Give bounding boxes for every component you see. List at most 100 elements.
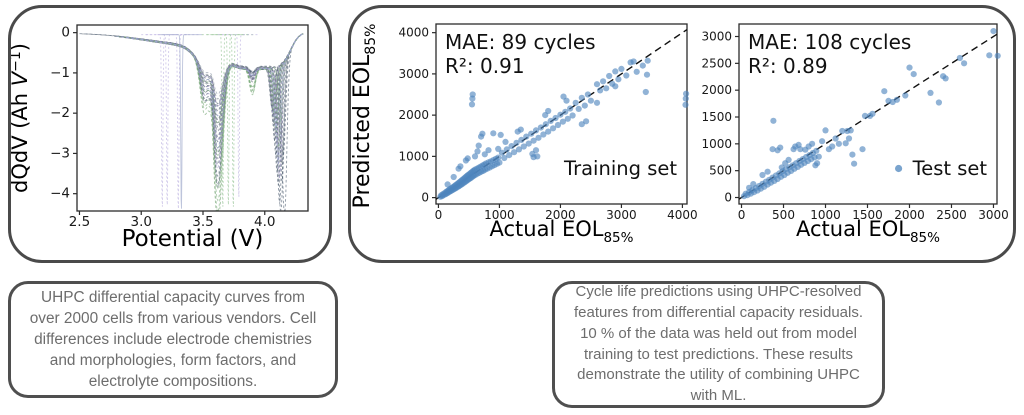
train-point xyxy=(532,127,540,134)
train-point xyxy=(562,108,569,115)
dqdv-curve xyxy=(127,33,304,144)
train-point xyxy=(468,101,476,108)
train-point xyxy=(615,76,622,83)
train-mae-annotation: MAE: 89 cycles xyxy=(445,30,596,54)
train-point xyxy=(564,115,571,122)
test-y-tick-label: 3000 xyxy=(701,30,732,44)
train-point xyxy=(490,130,497,137)
dqdv-curves xyxy=(79,33,304,212)
train-point xyxy=(450,173,457,181)
train-point xyxy=(497,131,504,138)
train-y-tick-label: 4000 xyxy=(398,26,429,40)
train-point xyxy=(644,57,651,64)
train-point xyxy=(593,99,601,106)
train-point xyxy=(587,97,594,104)
train-point xyxy=(572,99,579,106)
train-point xyxy=(603,85,610,92)
train-y-tick-label: 3000 xyxy=(398,67,429,81)
train-point xyxy=(495,154,502,161)
test-point xyxy=(819,138,826,145)
test-y-tick-label: 0 xyxy=(724,191,732,205)
dqdv-x-tick-label: 2.5 xyxy=(69,214,90,230)
test-point xyxy=(902,92,909,99)
train-x-tick-label: 0 xyxy=(435,208,443,222)
test-point xyxy=(832,135,839,142)
train-point xyxy=(583,118,590,125)
train-point xyxy=(618,65,625,72)
test-point xyxy=(835,140,842,147)
train-point xyxy=(597,87,604,94)
test-y-tick-label: 2000 xyxy=(701,83,732,97)
test-point xyxy=(814,160,821,167)
train-point xyxy=(542,121,549,128)
train-y-tick-label: 2000 xyxy=(398,108,429,122)
dqdv-curve xyxy=(126,33,304,164)
test-x-tick-label: 3000 xyxy=(978,208,1009,222)
test-x-tick-label: 2500 xyxy=(936,208,967,222)
dqdv-x-tick-label: 3.0 xyxy=(130,214,151,230)
test-point xyxy=(815,153,822,160)
test-x-axis-label: Actual EOL85% xyxy=(796,217,940,246)
test-point xyxy=(777,144,784,151)
dqdv-spike-curve xyxy=(212,34,255,207)
test-point xyxy=(759,171,766,179)
train-point xyxy=(642,88,649,96)
dqdv-y-axis-label: dQdV (Ah V−1) xyxy=(11,43,32,193)
train-point xyxy=(479,130,486,137)
dqdv-curve xyxy=(136,33,304,164)
train-point xyxy=(683,90,690,97)
train-point xyxy=(532,147,540,154)
test-point xyxy=(935,99,943,106)
dqdv-curve xyxy=(139,33,304,202)
test-point xyxy=(927,89,934,96)
train-point xyxy=(471,153,479,160)
dqdv-spike-curve xyxy=(141,34,184,207)
test-point xyxy=(990,28,997,35)
train-point xyxy=(639,62,646,69)
dqdv-panel: 2.5 3.0 3.5 4.0 0 −1 −2 −3 −4 Potential (V) dQdV (… xyxy=(8,5,332,263)
test-point xyxy=(782,160,789,167)
train-point xyxy=(513,139,520,146)
test-point xyxy=(829,143,836,150)
train-r2-annotation: R²: 0.91 xyxy=(445,54,525,78)
test-x-tick-label: 2000 xyxy=(894,208,925,222)
dqdv-curve xyxy=(114,33,304,110)
train-point xyxy=(535,134,542,141)
train-point xyxy=(506,152,513,159)
test-point xyxy=(893,96,901,103)
caption-prediction-text: Cycle life predictions using UHPC-resolv… xyxy=(573,283,864,404)
train-y-tick-label: 1000 xyxy=(398,149,429,163)
train-point xyxy=(682,101,689,108)
test-r2-annotation: R²: 0.89 xyxy=(748,54,828,78)
test-legend-marker-icon xyxy=(895,164,903,173)
test-mae-annotation: MAE: 108 cycles xyxy=(748,30,911,54)
train-point xyxy=(559,118,566,125)
test-points xyxy=(740,28,1001,200)
train-x-axis-label: Actual EOL85% xyxy=(490,217,634,246)
test-point xyxy=(906,64,913,71)
train-point xyxy=(502,138,509,145)
train-point xyxy=(581,102,588,109)
test-y-tick-label: 500 xyxy=(709,164,732,178)
train-point xyxy=(545,107,552,115)
train-point xyxy=(518,136,525,143)
test-point xyxy=(942,75,949,82)
train-point xyxy=(606,72,613,80)
train-point xyxy=(623,72,630,79)
test-point xyxy=(746,184,753,191)
dqdv-spike-curve xyxy=(160,34,203,209)
test-point xyxy=(839,127,846,135)
test-point xyxy=(956,54,964,62)
train-point xyxy=(567,105,574,112)
train-frame xyxy=(435,23,688,205)
train-point xyxy=(444,181,451,188)
prediction-charts: 0 1000 2000 3000 4000 0 1000 2000 3000 4000 MAE: 8… xyxy=(351,23,1009,246)
prediction-panel: 0 1000 2000 3000 4000 0 1000 2000 3000 4000 MAE: 8… xyxy=(348,5,1016,263)
dqdv-frame xyxy=(76,24,309,212)
test-point xyxy=(842,140,849,147)
dqdv-spike-curve xyxy=(217,34,260,197)
test-point xyxy=(859,146,866,153)
train-point xyxy=(630,58,637,65)
dqdv-y-tick-label: 0 xyxy=(61,25,70,41)
train-point xyxy=(557,111,564,118)
